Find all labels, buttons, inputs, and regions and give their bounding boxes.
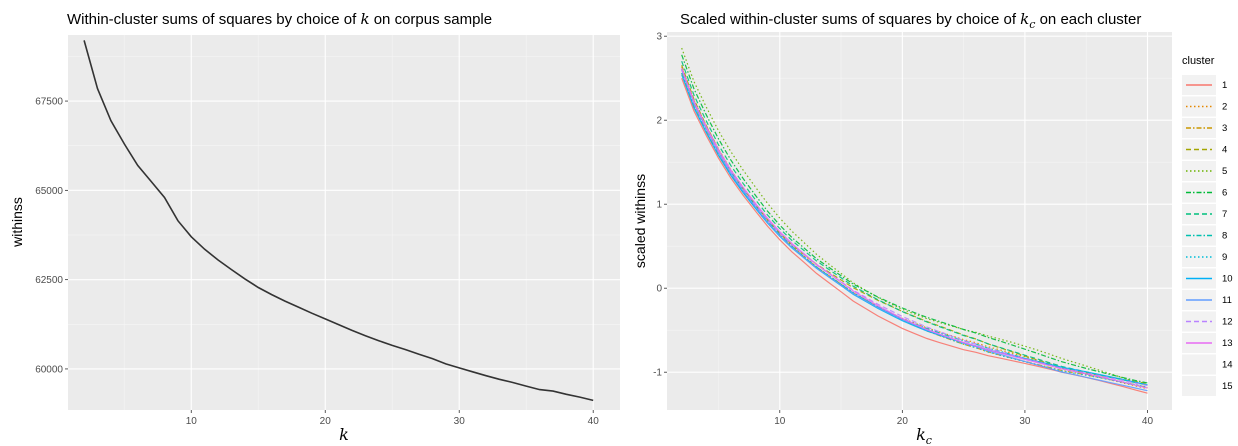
left-series-line (83, 40, 594, 402)
legend-title: cluster (1182, 55, 1215, 67)
legend-label: 8 (1222, 231, 1227, 242)
legend-label: 4 (1222, 145, 1227, 156)
right-gridlines (667, 32, 1172, 410)
left-series-layer (83, 40, 594, 402)
right-x-tick-label: 30 (1019, 416, 1031, 427)
legend-label: 11 (1222, 295, 1232, 306)
right-x-axis-title-sub: c (926, 434, 932, 446)
left-y-tick-label: 67500 (35, 97, 63, 108)
right-plot-panel: 10 20 30 40 -1 0 1 2 3 scaled withinss kc (632, 32, 1172, 446)
right-y-tick-label: 0 (656, 284, 662, 295)
left-plot-background (68, 35, 620, 410)
right-x-tick-label: 40 (1142, 416, 1154, 427)
right-x-tick-label: 20 (897, 416, 909, 427)
legend-key-bg (1182, 354, 1216, 375)
legend-label: 7 (1222, 209, 1227, 220)
left-plot-panel: 10 20 30 40 60000 62500 65000 67500 withinss k (9, 35, 620, 444)
left-y-tick-labels: 60000 62500 65000 67500 (35, 97, 68, 375)
right-plot-background (667, 32, 1172, 410)
right-x-axis-title: kc (916, 425, 932, 446)
left-y-tick-label: 62500 (35, 275, 63, 286)
series-line-cluster-12 (681, 68, 1148, 387)
legend-label: 10 (1222, 274, 1233, 285)
left-x-axis-title: k (339, 425, 349, 444)
right-y-tick-label: 3 (656, 32, 662, 43)
legend-label: 5 (1222, 166, 1227, 177)
right-series-layer (681, 47, 1148, 394)
chart-title-left: Within-cluster sums of squares by choice… (67, 10, 493, 28)
right-x-tick-label: 10 (774, 416, 786, 427)
legend-key-bg (1182, 376, 1216, 396)
right-y-tick-label: 1 (656, 200, 662, 211)
legend-label: 15 (1222, 381, 1233, 392)
left-x-tick-label: 30 (454, 416, 466, 427)
legend-label: 14 (1222, 360, 1233, 371)
legend-label: 3 (1222, 123, 1227, 134)
legend-label: 9 (1222, 252, 1227, 263)
left-y-axis-title: withinss (9, 197, 25, 248)
left-x-tick-labels: 10 20 30 40 (186, 410, 600, 427)
legend-label: 6 (1222, 188, 1227, 199)
legend-label: 2 (1222, 102, 1227, 113)
legend-label: 1 (1222, 80, 1227, 91)
right-y-tick-labels: -1 0 1 2 3 (653, 32, 667, 379)
legend-label: 12 (1222, 317, 1233, 328)
series-line-cluster-5 (681, 47, 1148, 387)
left-x-tick-label: 10 (186, 416, 198, 427)
series-line-cluster-13 (681, 67, 1148, 389)
series-line-cluster-10 (681, 74, 1148, 386)
right-x-axis-title-var: k (916, 425, 926, 444)
left-y-tick-label: 60000 (35, 364, 63, 375)
right-y-tick-label: -1 (653, 368, 662, 379)
left-y-tick-label: 65000 (35, 186, 63, 197)
right-y-axis-title: scaled withinss (632, 174, 648, 268)
right-x-tick-labels: 10 20 30 40 (774, 410, 1153, 427)
legend-label: 13 (1222, 338, 1233, 349)
left-x-tick-label: 40 (588, 416, 600, 427)
left-gridlines (68, 35, 620, 410)
chart-title-right: Scaled within-cluster sums of squares by… (680, 10, 1142, 31)
right-y-tick-label: 2 (656, 116, 662, 127)
left-x-tick-label: 20 (320, 416, 332, 427)
series-line-cluster-6 (681, 54, 1148, 384)
